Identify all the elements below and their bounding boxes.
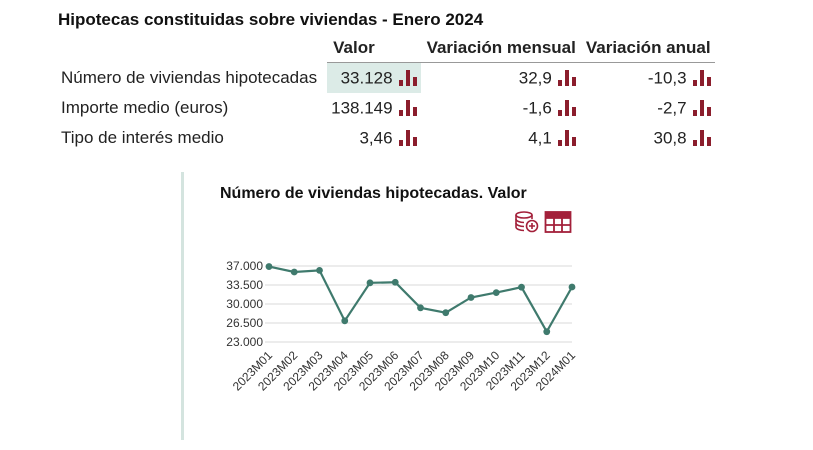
header-variacion-mensual: Variación mensual bbox=[420, 36, 580, 63]
data-point[interactable] bbox=[341, 317, 349, 325]
header-valor: Valor bbox=[327, 36, 421, 63]
bar-chart-icon[interactable] bbox=[398, 100, 417, 117]
data-point[interactable] bbox=[417, 304, 424, 312]
bar-chart-icon[interactable] bbox=[557, 130, 576, 147]
chart-title: Número de viviendas hipotecadas. Valor bbox=[220, 185, 527, 202]
cell-value: 138.149 bbox=[331, 98, 393, 118]
y-tick-label: 30.000 bbox=[226, 297, 263, 311]
data-point[interactable] bbox=[316, 266, 323, 274]
data-point[interactable] bbox=[391, 278, 399, 286]
cell-value: 4,1 bbox=[528, 128, 552, 148]
cell-valor: 3,46 bbox=[327, 123, 420, 153]
bar-chart-icon[interactable] bbox=[398, 130, 417, 147]
bar-chart-icon[interactable] bbox=[692, 130, 711, 147]
data-point[interactable] bbox=[290, 268, 298, 276]
cell-anual: -10,3 bbox=[580, 63, 715, 93]
y-tick-label: 26.500 bbox=[226, 316, 263, 330]
database-add-icon[interactable] bbox=[514, 210, 540, 234]
bar-chart-icon[interactable] bbox=[692, 100, 711, 117]
series-line bbox=[268, 265, 573, 334]
cell-anual: 30,8 bbox=[580, 123, 715, 153]
y-tick-label: 33.500 bbox=[226, 278, 263, 292]
data-point[interactable] bbox=[265, 263, 273, 270]
cell-anual: -2,7 bbox=[580, 93, 715, 123]
cell-value: -10,3 bbox=[647, 68, 687, 88]
bar-chart-icon[interactable] bbox=[692, 70, 711, 87]
table-icon[interactable] bbox=[544, 210, 572, 234]
cell-mensual: 4,1 bbox=[421, 123, 580, 153]
stats-table: Valor Variación mensual Variación anual … bbox=[57, 36, 715, 153]
row-label: Importe medio (euros) bbox=[61, 98, 229, 117]
page-title: Hipotecas constituidas sobre viviendas -… bbox=[58, 10, 484, 29]
data-point[interactable] bbox=[366, 279, 374, 287]
bar-chart-icon[interactable] bbox=[398, 70, 417, 87]
bar-chart-icon[interactable] bbox=[557, 70, 576, 87]
cell-valor: 138.149 bbox=[327, 93, 420, 123]
cell-valor: 33.128 bbox=[327, 63, 421, 93]
cell-value: 30,8 bbox=[653, 128, 687, 148]
data-point[interactable] bbox=[568, 283, 576, 291]
row-label: Tipo de interés medio bbox=[61, 128, 224, 147]
chart-panel: Número de viviendas hipotecadas. Valor 3… bbox=[181, 172, 584, 440]
table-header-row: Valor Variación mensual Variación anual bbox=[57, 36, 715, 63]
data-point[interactable] bbox=[492, 289, 500, 296]
header-variacion-anual: Variación anual bbox=[579, 36, 715, 63]
table-row: Tipo de interés medio 3,46 4,1 30,8 bbox=[57, 123, 715, 153]
table-row: Número de viviendas hipotecadas 33.128 3… bbox=[57, 63, 715, 93]
cell-value: 32,9 bbox=[518, 68, 552, 88]
data-point[interactable] bbox=[543, 328, 551, 336]
cell-mensual: 32,9 bbox=[421, 63, 580, 93]
y-tick-label: 37.000 bbox=[226, 259, 263, 273]
data-point[interactable] bbox=[467, 294, 475, 301]
cell-value: 3,46 bbox=[359, 128, 393, 148]
data-point[interactable] bbox=[518, 283, 525, 291]
table-row: Importe medio (euros) 138.149 -1,6 -2,7 bbox=[57, 93, 715, 123]
row-label: Número de viviendas hipotecadas bbox=[61, 68, 318, 87]
y-tick-label: 23.000 bbox=[226, 335, 263, 349]
cell-mensual: -1,6 bbox=[421, 93, 580, 123]
header-spacer bbox=[57, 36, 327, 63]
cell-value: -1,6 bbox=[522, 98, 552, 118]
data-point[interactable] bbox=[442, 309, 450, 317]
bar-chart-icon[interactable] bbox=[557, 100, 576, 117]
cell-value: -2,7 bbox=[657, 98, 687, 118]
cell-value: 33.128 bbox=[340, 68, 393, 88]
